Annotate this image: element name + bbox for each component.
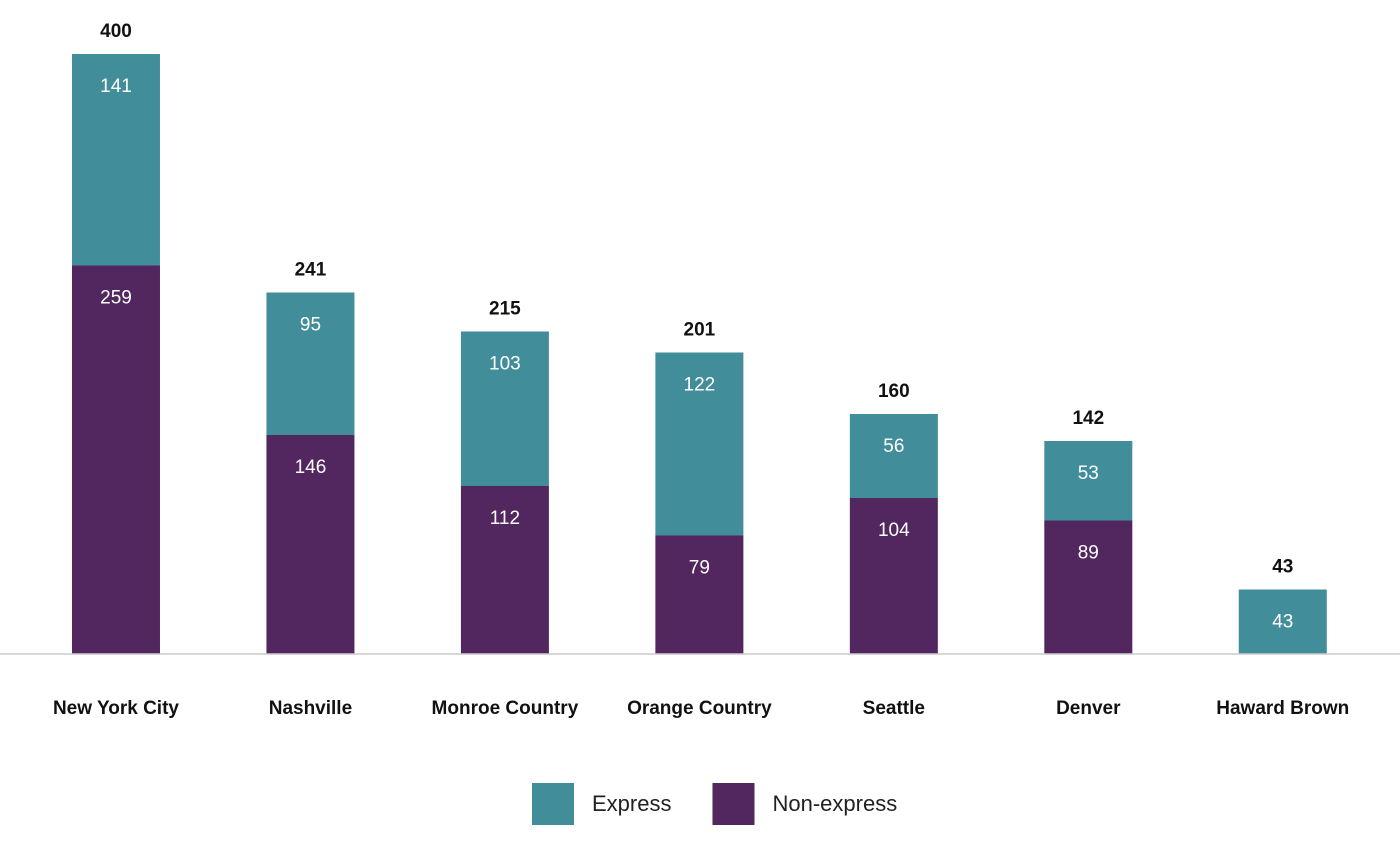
bar-segment [849, 414, 938, 498]
bar-segment [1044, 441, 1133, 521]
segment-label: 141 [100, 76, 132, 97]
total-label: 201 [684, 320, 716, 341]
segment-label: 43 [1272, 612, 1293, 633]
total-label: 241 [295, 260, 327, 281]
x-tick-label: Denver [1056, 697, 1121, 719]
legend-label: Non-express [772, 791, 897, 816]
x-tick-label: Nashville [268, 697, 353, 719]
segment-label: 146 [295, 457, 327, 478]
total-label: 160 [878, 381, 910, 402]
bar-segment [1044, 520, 1133, 654]
segment-label: 53 [1078, 463, 1099, 484]
x-tick-label: Monroe Country [431, 697, 579, 719]
x-tick-label: Orange Country [627, 697, 772, 719]
bar-segment [460, 486, 549, 654]
bar-segment [655, 535, 744, 654]
bar-segment [266, 435, 355, 654]
legend-swatch [532, 783, 574, 825]
segment-label: 103 [489, 354, 521, 375]
x-tick-label: New York City [52, 697, 179, 719]
legend-label: Express [592, 791, 671, 816]
segment-label: 122 [684, 375, 716, 396]
bar-segment [71, 54, 160, 266]
segment-label: 79 [689, 558, 710, 579]
bar-segment [71, 265, 160, 654]
bar-segment [655, 352, 744, 536]
total-label: 43 [1272, 557, 1293, 578]
legend-swatch [712, 783, 755, 825]
segment-label: 95 [300, 315, 321, 336]
segment-label: 259 [100, 288, 132, 309]
segment-label: 89 [1078, 543, 1099, 564]
segment-label: 104 [878, 520, 910, 541]
bar-segment [266, 292, 355, 435]
x-tick-label: Seattle [862, 697, 925, 719]
segment-label: 112 [490, 508, 520, 529]
bar-segment [1238, 589, 1327, 654]
total-label: 142 [1072, 408, 1104, 429]
bar-segment [460, 331, 549, 486]
total-label: 400 [100, 21, 132, 42]
bar-segment [849, 498, 938, 654]
segment-label: 56 [883, 436, 904, 457]
total-label: 215 [489, 299, 521, 320]
x-tick-label: Haward Brown [1216, 697, 1350, 719]
